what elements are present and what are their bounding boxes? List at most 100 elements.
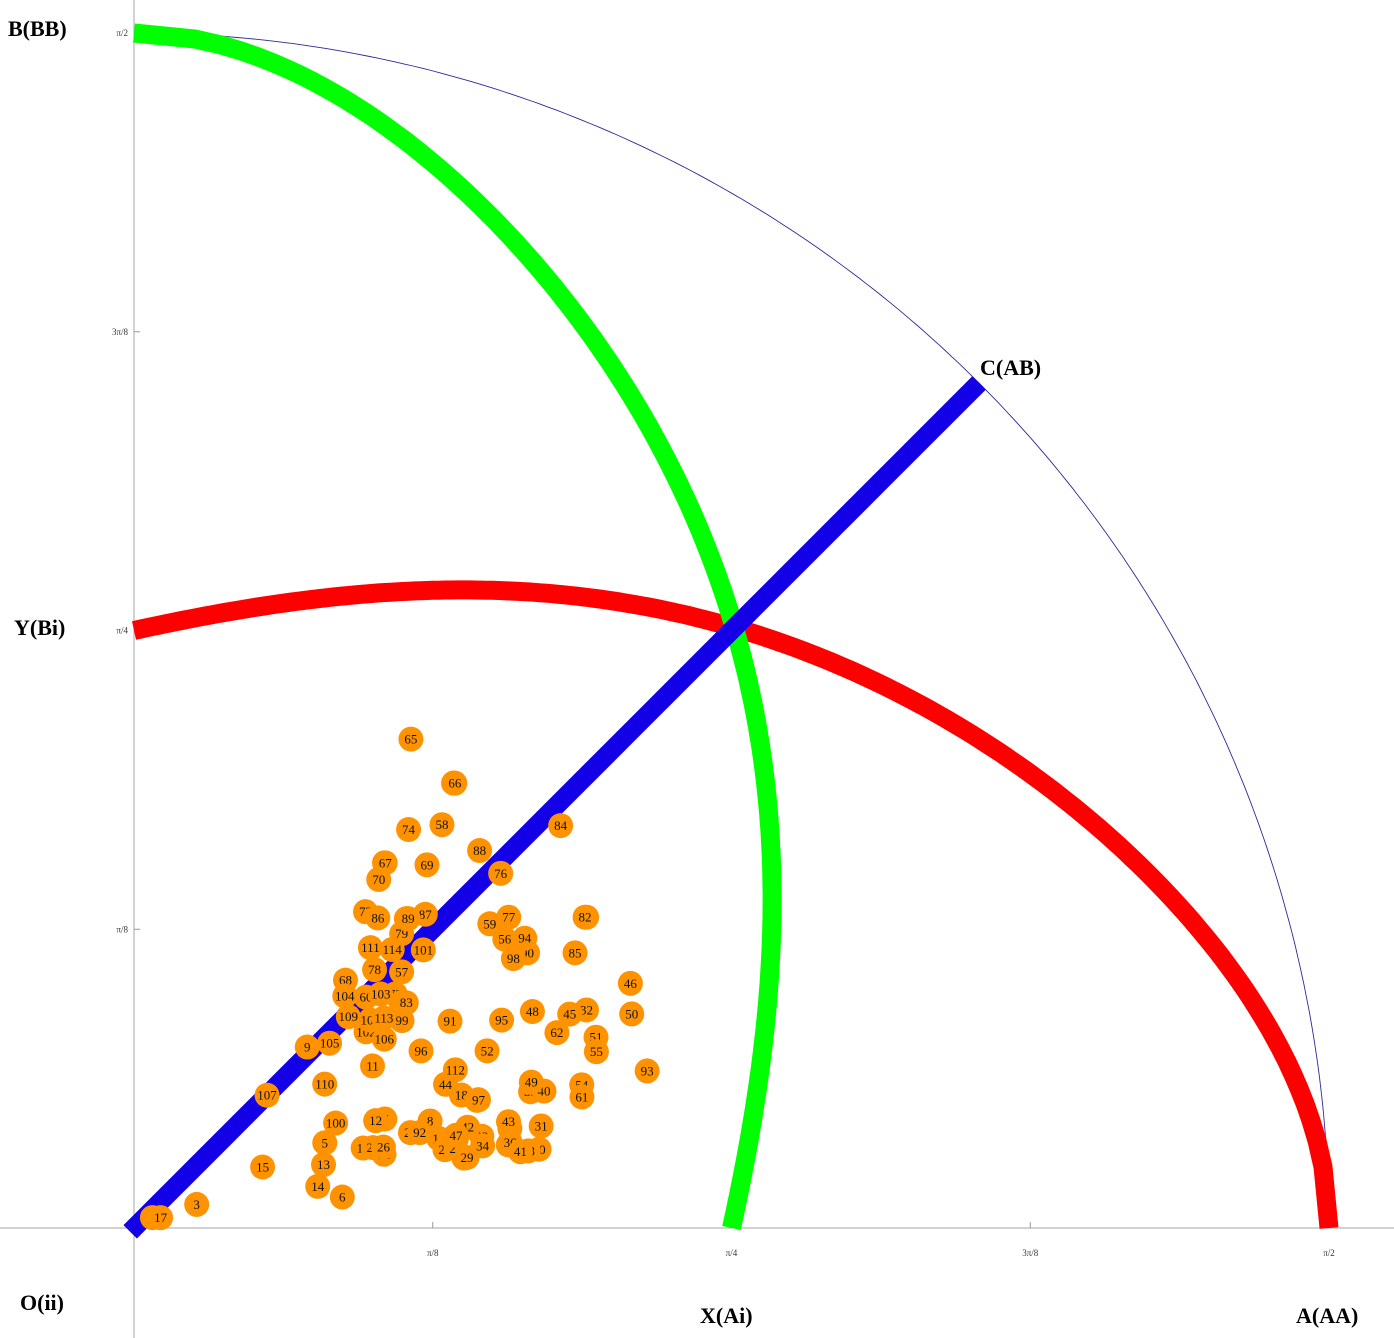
data-point-label: 83 — [400, 995, 413, 1010]
label-y-mid: Y(Bi) — [14, 615, 65, 640]
data-point-marker — [528, 1113, 554, 1139]
data-point-marker — [562, 940, 588, 966]
data-point-marker — [398, 726, 424, 752]
data-point-marker — [362, 957, 388, 983]
data-point-label: 107 — [257, 1088, 277, 1103]
data-point-marker — [357, 935, 383, 961]
data-point-marker — [363, 1108, 389, 1134]
data-point-marker — [443, 1122, 469, 1148]
data-point-marker — [544, 1020, 570, 1046]
data-point-label: 113 — [374, 1011, 393, 1026]
data-point-marker — [634, 1058, 660, 1084]
data-point-label: 99 — [396, 1013, 409, 1028]
data-point-marker — [371, 1026, 397, 1052]
data-point: 78 — [362, 957, 388, 983]
data-point-label: 31 — [535, 1118, 548, 1133]
data-point-marker — [389, 959, 415, 985]
data-point: 105 — [317, 1030, 343, 1056]
data-point: 9 — [294, 1034, 320, 1060]
data-point-marker — [368, 981, 394, 1007]
data-point-marker — [477, 911, 503, 937]
data-point-label: 87 — [419, 907, 433, 922]
data-point-marker — [569, 1084, 595, 1110]
data-point-label: 76 — [494, 866, 508, 881]
data-point-marker — [148, 1205, 174, 1231]
data-point-label: 89 — [402, 911, 415, 926]
data-point: 5 — [312, 1130, 338, 1156]
data-point-marker — [184, 1191, 210, 1217]
data-point: 76 — [488, 860, 514, 886]
data-point-label: 50 — [625, 1006, 638, 1021]
data-point: 52 — [474, 1038, 500, 1064]
data-point-label: 97 — [472, 1092, 486, 1107]
data-point: 57 — [389, 959, 415, 985]
data-point: 46 — [617, 970, 643, 996]
data-point-marker — [254, 1082, 280, 1108]
data-point-label: 58 — [435, 817, 448, 832]
data-point-label: 49 — [525, 1075, 538, 1090]
data-point-label: 91 — [444, 1014, 457, 1029]
data-point-label: 55 — [590, 1044, 603, 1059]
data-point-marker — [410, 937, 436, 963]
data-point: 26 — [370, 1134, 396, 1160]
quarter-circle-outline — [134, 32, 1330, 1228]
data-point-marker — [617, 970, 643, 996]
data-point: 110 — [312, 1071, 338, 1097]
data-point: 43 — [496, 1109, 522, 1135]
data-point-label: 77 — [502, 910, 516, 925]
data-point: 97 — [465, 1087, 491, 1113]
data-point: 104 — [332, 983, 358, 1009]
data-point-label: 5 — [322, 1135, 329, 1150]
data-point-label: 78 — [368, 962, 381, 977]
data-point-marker — [335, 1004, 361, 1030]
data-point: 82 — [572, 904, 598, 930]
data-point: 100 — [323, 1110, 349, 1136]
data-point-label: 103 — [371, 986, 391, 1001]
data-point: 66 — [442, 770, 468, 796]
data-point-label: 93 — [641, 1063, 654, 1078]
data-point: 113 — [371, 1005, 397, 1031]
data-point: 106 — [371, 1026, 397, 1052]
data-point-label: 43 — [502, 1114, 515, 1129]
data-point: 69 — [414, 852, 440, 878]
data-point: 114 — [379, 936, 405, 962]
data-point-label: 15 — [256, 1159, 269, 1174]
data-point-label: 29 — [460, 1150, 473, 1165]
data-point-marker — [396, 817, 422, 843]
data-point: 99 — [389, 1008, 415, 1034]
data-point: 98 — [500, 946, 526, 972]
data-point-marker — [371, 1005, 397, 1031]
corner-labels: O(ii) X(Ai) A(AA) Y(Bi) B(BB) C(AB) — [8, 16, 1358, 1328]
data-point: 11 — [359, 1053, 385, 1079]
y-tick-label: π/4 — [116, 626, 128, 636]
data-point-marker — [407, 1120, 433, 1146]
data-point: 88 — [467, 838, 493, 864]
data-point-label: 74 — [402, 822, 416, 837]
data-point-marker — [365, 905, 391, 931]
data-point-label: 6 — [339, 1190, 346, 1205]
data-point: 56 — [492, 926, 518, 952]
data-point-label: 14 — [311, 1179, 325, 1194]
data-point-marker — [512, 925, 538, 951]
data-point: 89 — [395, 906, 421, 932]
data-point: 111 — [357, 935, 383, 961]
data-point-label: 105 — [320, 1036, 340, 1051]
data-point-label: 9 — [304, 1040, 311, 1055]
data-point-label: 92 — [413, 1125, 426, 1140]
data-point: 41 — [507, 1139, 533, 1165]
data-point-marker — [370, 1134, 396, 1160]
data-point-label: 111 — [361, 940, 380, 955]
data-point-label: 12 — [369, 1113, 382, 1128]
data-point: 84 — [548, 813, 574, 839]
data-point: 103 — [368, 981, 394, 1007]
data-point-marker — [474, 1038, 500, 1064]
data-point: 15 — [250, 1154, 276, 1180]
data-point: 12 — [363, 1108, 389, 1134]
data-point-label: 41 — [514, 1144, 527, 1159]
data-point-label: 57 — [395, 964, 409, 979]
data-point-label: 48 — [526, 1004, 539, 1019]
data-point-label: 65 — [404, 732, 417, 747]
data-point-marker — [467, 838, 493, 864]
data-point-marker — [317, 1030, 343, 1056]
